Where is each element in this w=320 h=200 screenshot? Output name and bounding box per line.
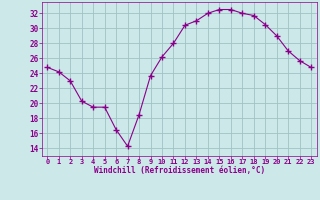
X-axis label: Windchill (Refroidissement éolien,°C): Windchill (Refroidissement éolien,°C)	[94, 166, 265, 175]
